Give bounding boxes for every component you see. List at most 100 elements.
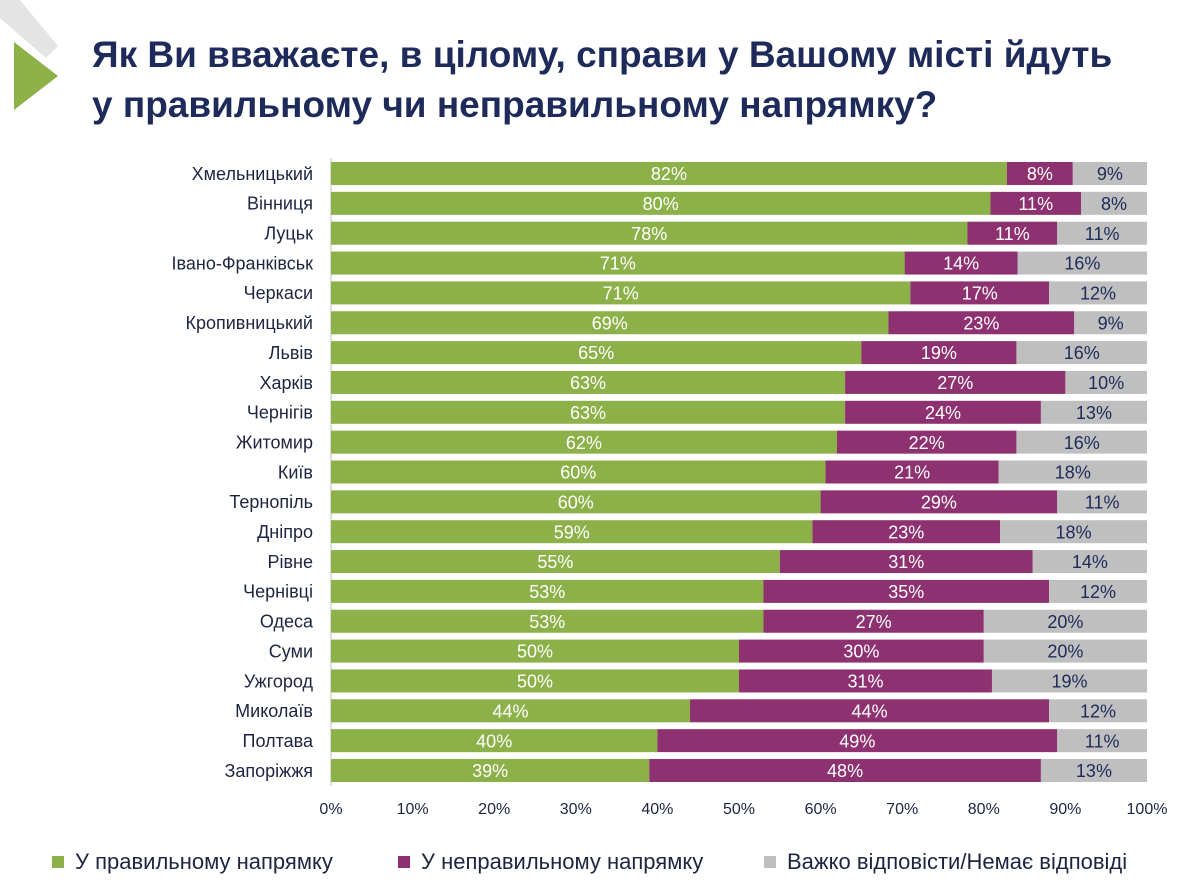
data-label: 9% — [1097, 164, 1123, 184]
bar-segment — [331, 759, 650, 782]
data-label: 14% — [1072, 552, 1108, 572]
data-label-value: 13 — [1076, 403, 1096, 423]
data-label: 22% — [909, 433, 945, 453]
category-label: Івано-Франківськ — [172, 253, 314, 273]
data-label-unit: % — [1108, 313, 1124, 333]
data-label-value: 10 — [1088, 373, 1108, 393]
x-tick-label: 60% — [805, 801, 837, 818]
bar-segment — [845, 370, 1066, 394]
bar-segment — [861, 341, 1017, 365]
data-label: 69% — [592, 313, 628, 333]
data-label-value: 16 — [1064, 433, 1084, 453]
bar-segment — [649, 759, 1041, 782]
data-label-value: 50 — [517, 642, 537, 662]
bar-segment — [331, 221, 968, 245]
data-label: 19% — [921, 343, 957, 363]
data-label-value: 22 — [909, 433, 929, 453]
data-label-unit: % — [1111, 194, 1127, 214]
bar-segment — [331, 162, 1007, 185]
data-label-unit: % — [1092, 552, 1108, 572]
bar-segment — [904, 251, 1018, 275]
page-title: Як Ви вважаєте, в цілому, справи у Вашом… — [92, 34, 1113, 125]
x-tick-unit: % — [986, 801, 1000, 818]
category-label: Житомир — [236, 432, 313, 452]
data-label-value: 44 — [492, 701, 512, 721]
data-label: 11% — [1085, 492, 1120, 512]
data-label-unit: % — [859, 731, 875, 751]
data-label-value: 19 — [921, 343, 941, 363]
data-label: 9% — [1098, 313, 1124, 333]
data-label: 20% — [1047, 612, 1083, 632]
data-label-value: 80 — [643, 194, 663, 214]
data-label-value: 19 — [1051, 672, 1071, 692]
bar-segment — [690, 699, 1050, 723]
data-label: 16% — [1064, 343, 1100, 363]
x-tick-unit: % — [328, 801, 342, 818]
category-label: Львів — [269, 343, 313, 363]
data-label-value: 31 — [847, 672, 867, 692]
x-tick-label: 70% — [886, 801, 918, 818]
data-label: 71% — [600, 254, 636, 274]
bar-segment — [1081, 191, 1147, 215]
data-label-unit: % — [513, 701, 529, 721]
gray-stripe-shape — [0, 0, 58, 58]
x-tick-unit: % — [496, 801, 510, 818]
data-label-unit: % — [1067, 642, 1083, 662]
data-label-value: 21 — [894, 463, 914, 483]
data-label-unit: % — [1107, 164, 1123, 184]
data-label-value: 11 — [1085, 224, 1104, 244]
data-label-value: 65 — [578, 343, 598, 363]
data-label: 13% — [1076, 761, 1112, 781]
data-label: 20% — [1047, 642, 1083, 662]
x-tick-label: 90% — [1049, 801, 1081, 818]
bar-segment — [331, 699, 691, 723]
data-label-unit: % — [1103, 731, 1119, 751]
data-label: 80% — [643, 194, 679, 214]
data-label-unit: % — [598, 343, 614, 363]
bar-segment — [1074, 311, 1147, 335]
data-label-unit: % — [1096, 761, 1112, 781]
data-label-unit: % — [983, 313, 999, 333]
data-label-unit: % — [1084, 433, 1100, 453]
bar-segment — [1032, 550, 1147, 574]
data-label: 16% — [1064, 433, 1100, 453]
data-label-value: 14 — [1072, 552, 1092, 572]
data-label-value: 50 — [517, 672, 537, 692]
data-label-unit: % — [872, 701, 888, 721]
legend-label: Важко відповісти/Немає відповіді — [787, 849, 1128, 874]
category-label: Чернігів — [247, 403, 313, 423]
data-label-value: 27 — [937, 373, 957, 393]
bar-segment — [1072, 162, 1147, 185]
bar-segment — [1065, 370, 1147, 394]
data-label: 30% — [843, 642, 879, 662]
data-label: 53% — [529, 612, 565, 632]
data-label-unit: % — [847, 761, 863, 781]
bar-segment — [1006, 162, 1073, 185]
data-label: 31% — [888, 552, 924, 572]
data-label: 12% — [1080, 284, 1116, 304]
bar-segment — [983, 639, 1147, 663]
bar-segment — [1017, 251, 1147, 275]
data-label: 11% — [995, 224, 1030, 244]
data-label: 65% — [578, 343, 614, 363]
legend-swatch-purple — [398, 856, 410, 868]
data-label: 49% — [839, 731, 875, 751]
bar-segment — [331, 460, 826, 484]
bar-segment — [845, 400, 1041, 424]
category-label: Суми — [269, 641, 313, 661]
bar-segment — [910, 281, 1050, 305]
bar-segment — [1049, 579, 1147, 603]
bar-segment — [1049, 699, 1147, 723]
data-label-value: 9 — [1097, 164, 1107, 184]
bar-segment — [739, 639, 984, 663]
legend-label: У правильному напрямку — [75, 849, 333, 874]
category-label: Тернопіль — [229, 492, 313, 512]
category-label: Харків — [260, 373, 313, 393]
bar-segment — [331, 430, 837, 454]
data-label: 12% — [1080, 701, 1116, 721]
x-tick-unit: % — [578, 801, 592, 818]
data-label-value: 48 — [827, 761, 847, 781]
data-label-value: 78 — [631, 224, 651, 244]
x-tick-label: 10% — [397, 801, 429, 818]
